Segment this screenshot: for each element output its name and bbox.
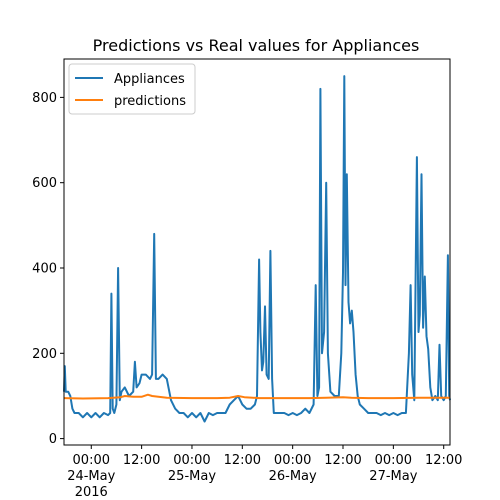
plot-frame	[63, 58, 451, 446]
x-tick-label: 00:00	[173, 453, 210, 468]
series-layer	[63, 75, 451, 423]
x-tick-date-label: 26-May	[269, 469, 317, 484]
chart-title: Predictions vs Real values for Appliance…	[93, 36, 420, 55]
x-tick-date-label: 27-May	[369, 469, 417, 484]
x-tick-label: 12:00	[425, 453, 462, 468]
x-tick-label: 12:00	[123, 453, 160, 468]
y-tick-label: 800	[32, 91, 57, 106]
x-tick-date-label: 24-May	[67, 469, 115, 484]
y-tick-label: 400	[32, 261, 57, 276]
y-tick-label: 0	[49, 432, 57, 447]
legend: Appliances predictions	[68, 63, 196, 115]
y-axis: 0 200 400 600 800	[32, 91, 64, 447]
x-tick-label: 00:00	[73, 453, 110, 468]
x-tick-label: 00:00	[375, 453, 412, 468]
legend-box	[68, 63, 196, 115]
series-line-appliances	[63, 75, 451, 423]
series-line-predictions	[63, 393, 450, 400]
y-tick-label: 200	[32, 347, 57, 362]
y-tick-label: 600	[32, 176, 57, 191]
legend-label-predictions: predictions	[114, 94, 186, 109]
x-tick-year-label: 2016	[75, 485, 108, 500]
x-tick-date-label: 25-May	[168, 469, 216, 484]
x-tick-label: 00:00	[274, 453, 311, 468]
x-tick-label: 12:00	[224, 453, 261, 468]
legend-label-appliances: Appliances	[114, 72, 185, 87]
x-tick-label: 12:00	[324, 453, 361, 468]
